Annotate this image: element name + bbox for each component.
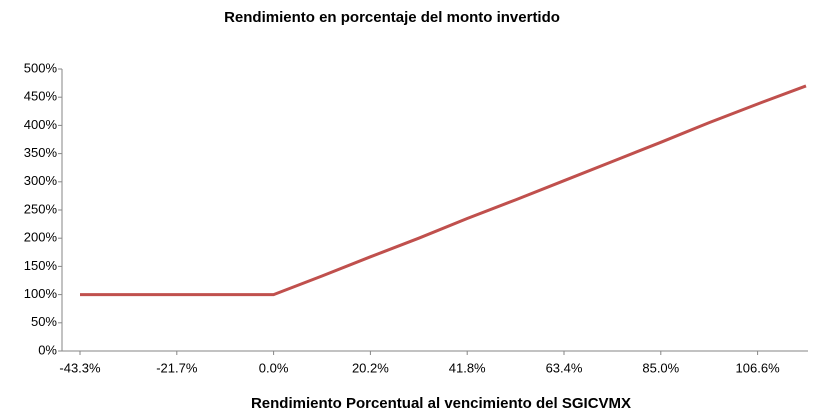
x-tick-label: 106.6% [736,360,781,375]
x-tick-label: 20.2% [352,360,389,375]
x-tick-label: -43.3% [59,360,101,375]
y-tick-label: 100% [24,286,58,301]
y-tick-label: 250% [24,201,58,216]
chart-title: Rendimiento en porcentaje del monto inve… [224,9,560,26]
y-tick-label: 400% [24,117,58,132]
x-tick-label: 85.0% [642,360,679,375]
x-tick-label: 63.4% [546,360,583,375]
y-tick-label: 150% [24,258,58,273]
x-tick-label: -21.7% [156,360,198,375]
x-tick-label: 41.8% [449,360,486,375]
data-line [80,84,807,297]
x-tick-label: 0.0% [259,360,289,375]
y-tick-label: 350% [24,145,58,160]
y-tick-label: 50% [31,314,57,329]
y-tick-label: 500% [24,60,58,75]
y-tick-label: 0% [38,342,57,357]
x-axis-title: Rendimiento Porcentual al vencimiento de… [251,395,631,412]
y-tick-label: 450% [24,89,58,104]
y-tick-label: 200% [24,230,58,245]
y-tick-label: 300% [24,173,58,188]
